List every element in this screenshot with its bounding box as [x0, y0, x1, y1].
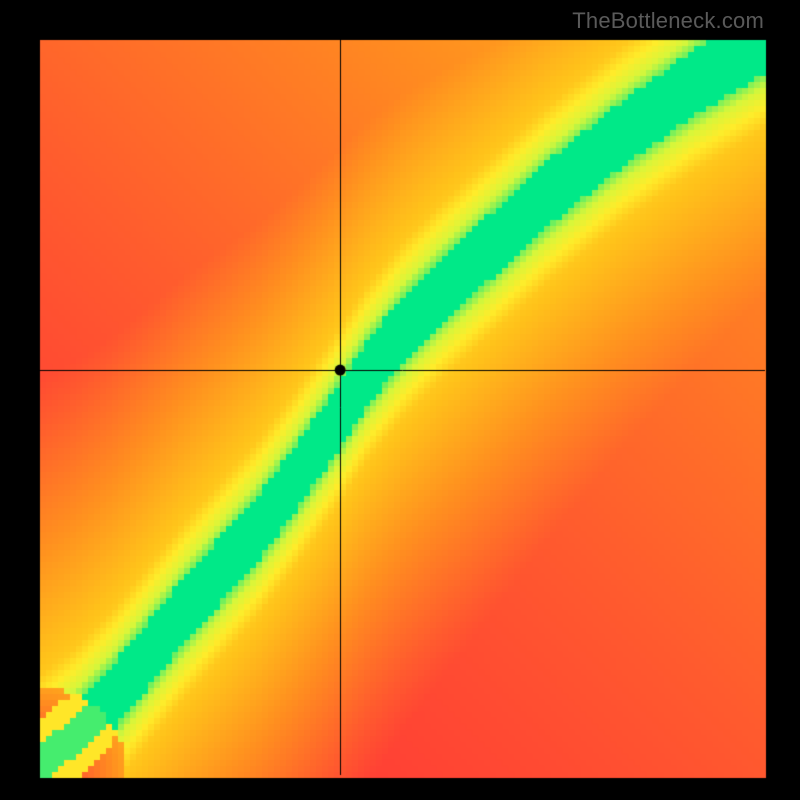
- bottleneck-heatmap: [0, 0, 800, 800]
- watermark-text: TheBottleneck.com: [572, 8, 764, 34]
